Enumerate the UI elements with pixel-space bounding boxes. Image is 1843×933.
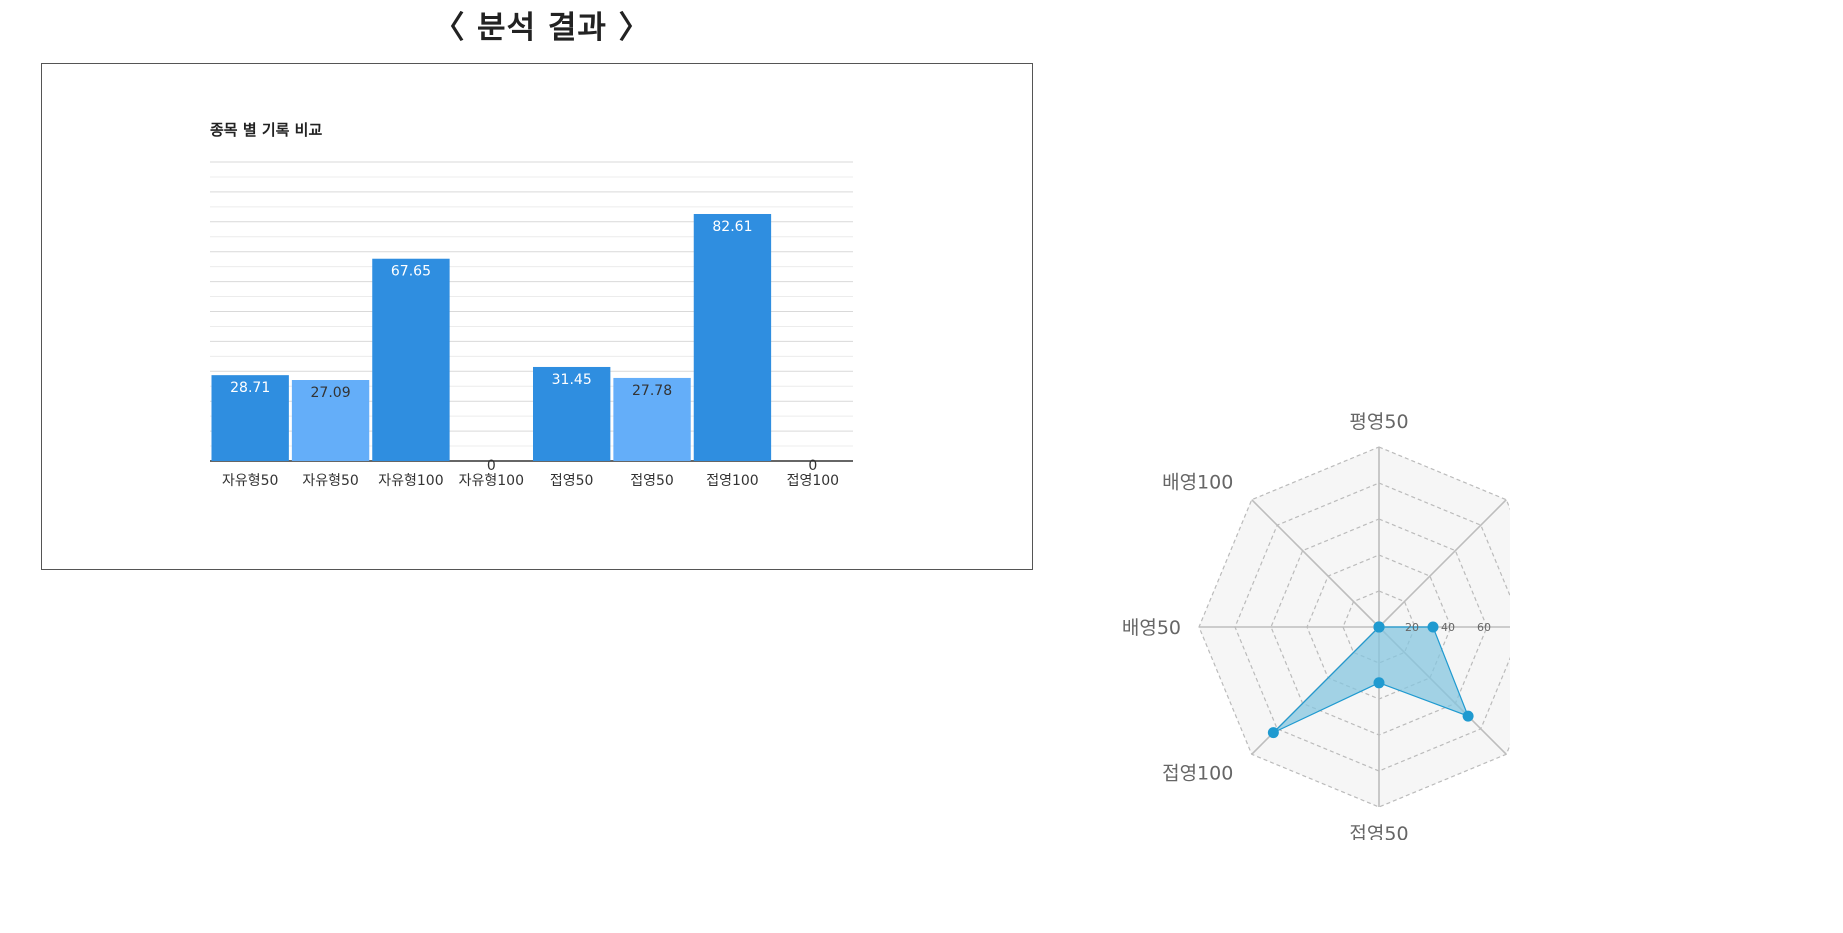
radar-axis-label: 배영100 bbox=[1162, 471, 1233, 493]
bar-category-label: 자유형100 bbox=[378, 473, 443, 489]
bar-value-label: 82.61 bbox=[712, 219, 752, 235]
radar-chart-axis-labels: 평영50평영100자유형50자유형100접영50접영100배영50배영100 bbox=[1122, 411, 1409, 840]
bar bbox=[291, 380, 370, 461]
bar-chart-category-labels: 자유형50 자유형50 자유형100 자유형100 접영50 접영50 접영100 접영100 bbox=[222, 473, 839, 489]
bar-category-label: 접영100 bbox=[706, 473, 758, 489]
bar-value-label: 0 bbox=[487, 458, 496, 474]
bar-value-label: 27.78 bbox=[632, 383, 672, 399]
bar-chart-bars bbox=[211, 213, 772, 461]
radar-grid-ring bbox=[1342, 590, 1416, 664]
radar-tick-label: 20 bbox=[1405, 621, 1419, 634]
bar-category-label: 접영50 bbox=[550, 473, 594, 489]
bar bbox=[693, 213, 772, 461]
radar-data-polygon bbox=[1272, 626, 1470, 734]
bar-chart: 종목 별 기록 비교 자유형50 자유형50 자유형100 자유형100 접영50 접영5… bbox=[210, 121, 853, 489]
radar-data-point bbox=[1267, 727, 1279, 739]
radar-spoke bbox=[1378, 499, 1507, 628]
radar-tick-label: 40 bbox=[1441, 621, 1455, 634]
bar-value-label: 28.71 bbox=[230, 380, 270, 396]
bar-category-label: 자유형100 bbox=[459, 473, 524, 489]
radar-axis-label: 평영50 bbox=[1349, 411, 1408, 433]
bar bbox=[613, 377, 691, 461]
radar-axis-label: 배영50 bbox=[1122, 617, 1181, 639]
bar bbox=[211, 375, 289, 461]
radar-chart-tick-labels: 20406080100 bbox=[1405, 621, 1491, 634]
bar-chart-panel: 종목 별 기록 비교 자유형50 자유형50 자유형100 자유형100 접영50 접영5… bbox=[41, 63, 1033, 570]
radar-spoke bbox=[1251, 499, 1380, 628]
bar-value-label: 27.09 bbox=[311, 385, 351, 401]
bar-category-label: 자유형50 bbox=[222, 473, 278, 489]
radar-axis-label: 접영50 bbox=[1349, 823, 1408, 840]
bar-chart-value-labels: 28.71 27.09 67.65 0 31.45 27.78 82.61 0 bbox=[230, 219, 817, 474]
radar-axis-label: 접영100 bbox=[1162, 763, 1233, 785]
radar-data-point bbox=[1427, 621, 1439, 633]
bar-value-label: 0 bbox=[808, 458, 817, 474]
bar-category-label: 접영50 bbox=[630, 473, 674, 489]
radar-tick-label: 60 bbox=[1477, 621, 1491, 634]
radar-data-point bbox=[1373, 677, 1385, 689]
bar bbox=[372, 258, 450, 461]
radar-chart-data-area bbox=[1272, 626, 1470, 734]
bar-chart-title: 종목 별 기록 비교 bbox=[210, 121, 322, 139]
radar-data-point bbox=[1462, 710, 1474, 722]
bar-category-label: 접영100 bbox=[787, 473, 839, 489]
radar-data-point bbox=[1373, 621, 1385, 633]
bar-value-label: 31.45 bbox=[552, 372, 592, 388]
radar-chart: 20406080100 평영50평영100자유형50자유형100접영50접영10… bbox=[1122, 411, 1510, 840]
page-title: 〈 분석 결과 〉 bbox=[433, 10, 651, 46]
bar-value-label: 67.65 bbox=[391, 264, 431, 280]
radar-chart-data-points bbox=[1267, 621, 1474, 739]
bar bbox=[533, 366, 611, 461]
bar-category-label: 자유형50 bbox=[302, 473, 358, 489]
